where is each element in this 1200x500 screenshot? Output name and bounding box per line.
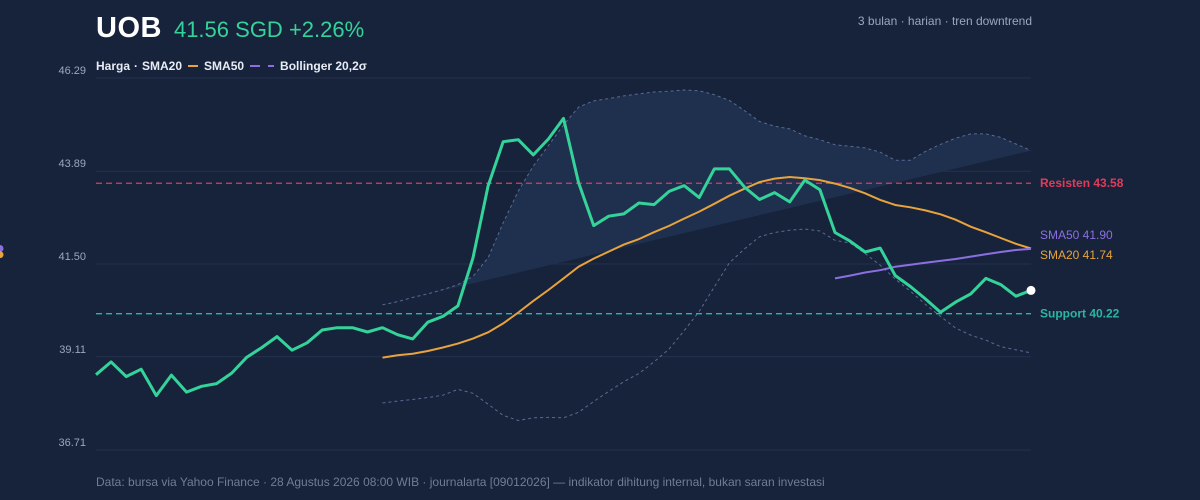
sma20-end-dot bbox=[0, 251, 4, 259]
support-label: Support 40.22 bbox=[1040, 307, 1120, 321]
sma50-end-dot bbox=[0, 244, 4, 252]
chart-labels: 46.29 43.89 41.50 39.11 36.71 Resisten 43.58 S… bbox=[58, 65, 1123, 449]
bollinger-lower-line bbox=[382, 228, 1032, 422]
chart-header: UOB 41.56 SGD +2.26% bbox=[96, 12, 364, 52]
y-tick-label: 36.71 bbox=[58, 437, 86, 449]
legend-bollinger-swatch bbox=[268, 65, 275, 67]
y-tick-label: 43.89 bbox=[58, 158, 86, 170]
legend-bollinger: Bollinger 20,2σ bbox=[280, 59, 367, 73]
legend-price: Harga bbox=[96, 59, 131, 73]
resisten-label: Resisten 43.58 bbox=[1040, 176, 1124, 190]
price-quote: 41.56 SGD +2.26% bbox=[174, 17, 364, 43]
legend-separator: · bbox=[134, 59, 139, 73]
ticker-symbol: UOB bbox=[96, 12, 162, 44]
legend-sma50-swatch bbox=[250, 65, 261, 67]
sma50-end-label: SMA50 41.90 bbox=[1040, 228, 1113, 242]
y-tick-label: 46.29 bbox=[58, 65, 86, 77]
current-price: 41.56 bbox=[173, 17, 230, 42]
bollinger-band bbox=[382, 89, 1032, 422]
y-tick-label: 39.11 bbox=[59, 344, 86, 356]
bollinger-band-fill bbox=[382, 90, 1031, 305]
price-currency: SGD bbox=[235, 17, 283, 42]
sma50-line bbox=[834, 247, 1032, 280]
y-tick-label: 41.50 bbox=[58, 251, 86, 263]
legend-sma50: SMA50 bbox=[204, 59, 245, 73]
support-resistance-levels bbox=[96, 182, 1031, 315]
footer-source: Data: bursa via Yahoo Finance · 28 Agust… bbox=[96, 475, 825, 489]
series-lines bbox=[0, 116, 1036, 398]
sma20-end-label: SMA20 41.74 bbox=[1040, 248, 1113, 262]
chart-subtitle: 3 bulan · harian · tren downtrend bbox=[857, 14, 1032, 28]
bollinger-upper-line bbox=[382, 89, 1032, 306]
legend-sma20: SMA20 bbox=[142, 59, 183, 73]
price-end-dot bbox=[1026, 285, 1036, 295]
price-line bbox=[95, 116, 1032, 398]
legend-sma20-swatch bbox=[188, 65, 199, 67]
chart-legend: Harga · SMA20 SMA50 Bollinger 20,2σ bbox=[96, 59, 367, 73]
price-change: +2.26% bbox=[288, 17, 365, 42]
sma20-line bbox=[382, 175, 1032, 359]
